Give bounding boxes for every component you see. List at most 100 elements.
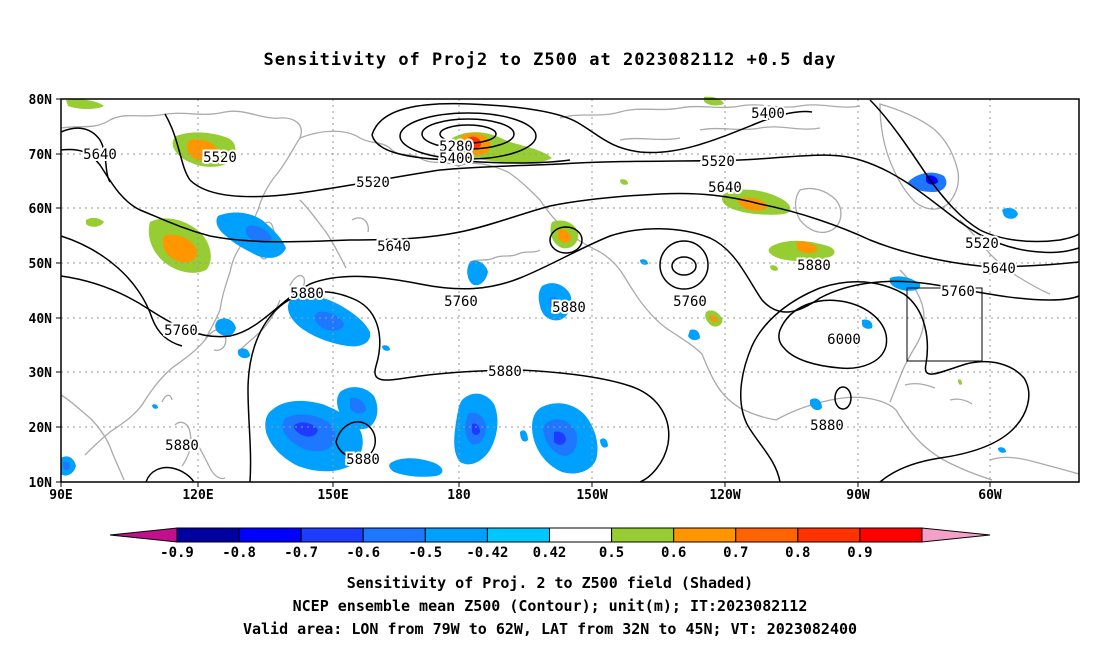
neg-blob-tropical-west-max — [293, 422, 318, 437]
coast-central-america — [895, 409, 993, 481]
contour-label: 5280 — [439, 139, 473, 155]
caption-line-2: NCEP ensemble mean Z500 (Contour); unit(… — [292, 597, 808, 615]
lon-label: 150W — [576, 488, 607, 503]
contour-5400-bering-south — [371, 134, 571, 164]
contour-label: 6000 — [827, 332, 861, 348]
colorbar-label: 0.5 — [599, 545, 624, 561]
contour-label: 5880 — [290, 286, 324, 302]
contour-5520 — [164, 113, 1080, 254]
colorbar-label: -0.7 — [284, 545, 318, 561]
contour-label: 5760 — [444, 294, 478, 310]
contour-5880-pacific-center — [335, 421, 376, 460]
neg-blob-tropical-center-max — [472, 423, 480, 435]
graticule — [61, 99, 1079, 482]
contour-label: 5880 — [346, 452, 380, 468]
contour-5640 — [60, 148, 1080, 268]
valid-area-box — [906, 287, 983, 362]
colorbar-cell — [611, 527, 675, 543]
contour-label: 5640 — [982, 261, 1016, 277]
colorbar-label: 0.42 — [533, 545, 567, 561]
contour-5400-bering — [371, 102, 813, 154]
colorbar-cell — [424, 527, 488, 543]
colorbar-cell — [238, 527, 302, 543]
lon-label: 90E — [49, 488, 72, 503]
contour-5700-pacific-low — [659, 240, 709, 290]
contour-label: 5640 — [377, 239, 411, 255]
coast-canada-arctic — [559, 104, 861, 141]
contour-5760-left — [60, 235, 183, 347]
contour-5880-mexico — [834, 386, 852, 410]
contour-5640-alaska-low — [549, 226, 583, 254]
coast-alaska — [457, 162, 703, 355]
coast-gulf-mexico — [775, 396, 897, 421]
contour-label: 5760 — [941, 284, 975, 300]
colorbar-low-extend — [109, 527, 178, 543]
lat-label: 50N — [29, 257, 53, 272]
pos-blob-alaska-gulf-core — [558, 229, 571, 243]
lat-label: 20N — [29, 421, 53, 436]
lat-label: 40N — [29, 312, 53, 327]
coast-greenland — [879, 103, 960, 210]
lon-label: 120W — [709, 488, 740, 503]
pos-blob-small-west — [86, 217, 104, 227]
contour-label: 5520 — [965, 236, 999, 252]
contour-5340 — [399, 112, 537, 160]
neg-blob-kamchatka-core — [245, 225, 272, 243]
colorbar: -0.9 -0.8 -0.7 -0.6 -0.5 -0.42 0.42 0.5 0.6 0.7 0.… — [109, 527, 991, 561]
coast-us-east — [889, 269, 925, 403]
lon-label: 150E — [317, 488, 348, 503]
neg-blob-japan-east — [215, 318, 250, 359]
lon-label: 60W — [978, 488, 1002, 503]
colorbar-high-extend — [921, 527, 991, 543]
caption-line-3: Valid area: LON from 79W to 62W, LAT fro… — [242, 620, 858, 638]
contour-5520-left — [60, 127, 111, 183]
axis-ticks — [56, 98, 991, 487]
coast-indochina — [60, 394, 125, 481]
coast-labrador — [959, 219, 1051, 295]
neg-blob-north-pacific-1-core — [314, 311, 344, 331]
colorbar-cells — [176, 527, 923, 543]
contour-5280-inner — [439, 124, 497, 144]
contour-label: 5640 — [83, 147, 117, 163]
neg-blob-sea-core — [63, 461, 70, 471]
lat-label: 60N — [29, 202, 53, 217]
neg-blob-tropical-west-2 — [389, 458, 443, 477]
coast-us-west — [701, 353, 777, 421]
caption-line-1: Sensitivity of Proj. 2 to Z500 field (Sh… — [346, 574, 754, 592]
neg-blob-alaska — [467, 260, 488, 286]
pos-blob-siberia-core — [187, 139, 219, 161]
colorbar-label: -0.6 — [346, 545, 380, 561]
lat-label: 80N — [29, 93, 53, 108]
contour-label: 5760 — [673, 294, 707, 310]
pos-blob-mongolia-core — [162, 234, 198, 263]
coast-aleutians — [469, 249, 541, 263]
colorbar-label: -0.5 — [408, 545, 442, 561]
contour-5880-small-asia — [145, 466, 195, 483]
lon-label: 180 — [447, 488, 471, 503]
colorbar-label: 0.7 — [723, 545, 748, 561]
contour-label: 5880 — [552, 300, 586, 316]
contour-label: 5400 — [439, 151, 473, 167]
colorbar-cell — [673, 527, 737, 543]
colorbar-cell — [859, 527, 923, 543]
colorbar-cell — [300, 527, 364, 543]
colorbar-label: 0.9 — [847, 545, 872, 561]
colorbar-label: 0.6 — [661, 545, 686, 561]
contour-5640-ne — [869, 99, 1080, 243]
coast-kamchatka — [299, 199, 369, 269]
colorbar-cell — [797, 527, 861, 543]
colorbar-cell — [486, 527, 551, 543]
lat-label: 70N — [29, 148, 53, 163]
colorbar-cell — [362, 527, 426, 543]
pos-blob-baja-core — [710, 315, 718, 323]
contour-5880-east — [740, 281, 1030, 483]
colorbar-cell — [176, 527, 240, 543]
contour-label: 5640 — [708, 180, 742, 196]
lat-label: 10N — [29, 476, 53, 491]
lat-label: 30N — [29, 366, 53, 381]
z500-contours — [60, 99, 1080, 483]
neg-blob-tropical-east-max — [554, 431, 566, 445]
contour-5880-west — [247, 290, 670, 483]
lon-label: 120E — [182, 488, 213, 503]
